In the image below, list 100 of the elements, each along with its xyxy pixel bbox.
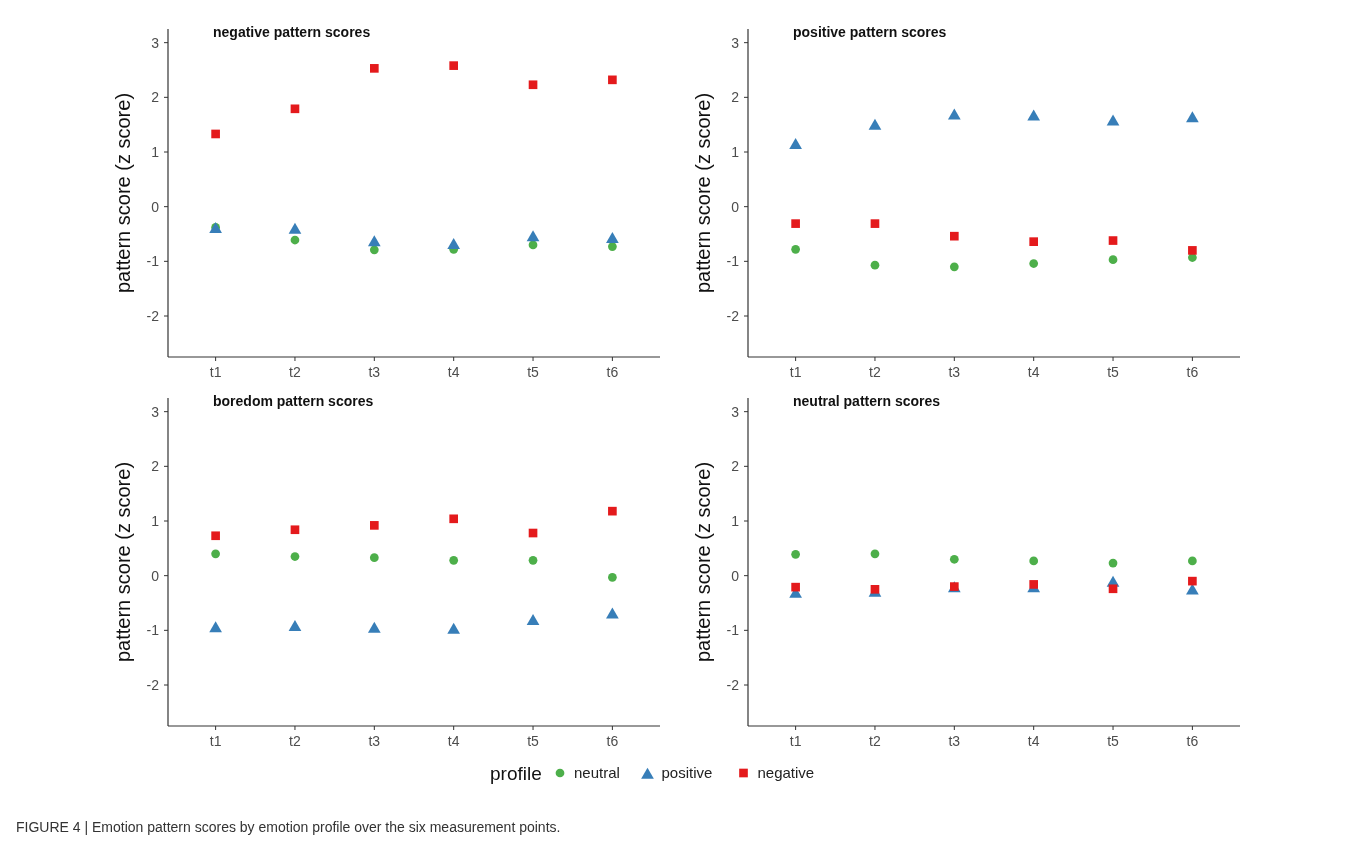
y-tick-label: 0 <box>731 567 740 584</box>
y-tick-label: 2 <box>731 458 740 475</box>
x-tick-label: t6 <box>606 733 619 749</box>
point <box>526 614 540 626</box>
y-tick-label: 2 <box>731 89 740 106</box>
x-tick-label: t4 <box>1027 733 1040 749</box>
point <box>791 244 800 254</box>
x-tick-label: t3 <box>948 364 961 380</box>
y-tick-label: 0 <box>151 198 160 215</box>
y-axis-title: pattern score (z score) <box>112 92 134 294</box>
point <box>1108 584 1118 594</box>
chart-title: negative pattern scores <box>213 24 371 40</box>
y-tick-label: 3 <box>151 403 160 420</box>
point <box>791 219 800 228</box>
y-tick-label: -2 <box>146 307 160 324</box>
x-tick-label: t2 <box>869 364 882 380</box>
point <box>367 235 381 247</box>
point <box>1029 556 1039 566</box>
y-tick-label: -1 <box>146 253 160 270</box>
point <box>606 231 619 243</box>
y-tick-label: 3 <box>151 34 160 51</box>
point <box>369 245 379 255</box>
legend-title: profile <box>490 762 542 784</box>
point <box>870 219 880 228</box>
point <box>209 621 222 633</box>
y-tick-label: 0 <box>731 198 740 215</box>
x-tick-label: t3 <box>948 733 961 749</box>
chart-title: positive pattern scores <box>793 24 947 40</box>
point <box>870 260 880 270</box>
point <box>449 514 459 524</box>
point <box>211 549 220 559</box>
y-tick-label: -1 <box>146 622 160 639</box>
point <box>211 531 220 541</box>
point <box>447 622 461 634</box>
y-axis-title: pattern score (z score) <box>692 92 714 294</box>
y-axis-title: pattern score (z score) <box>112 461 134 663</box>
point <box>791 582 800 592</box>
chart-title: neutral pattern scores <box>793 393 941 409</box>
x-tick-label: t4 <box>447 733 460 749</box>
y-tick-label: 3 <box>731 403 740 420</box>
x-tick-label: t2 <box>869 733 882 749</box>
x-tick-label: t1 <box>209 364 222 380</box>
y-tick-label: 0 <box>151 567 160 584</box>
y-tick-label: -2 <box>146 676 160 693</box>
y-tick-label: 3 <box>731 34 740 51</box>
y-tick-label: -2 <box>726 307 740 324</box>
point <box>288 222 302 234</box>
x-tick-label: t1 <box>789 733 802 749</box>
point <box>449 61 459 70</box>
point <box>608 242 617 251</box>
x-tick-label: t4 <box>447 364 460 380</box>
point <box>1106 114 1120 126</box>
legend-label: positive <box>661 764 713 782</box>
point <box>211 129 220 139</box>
point <box>1188 556 1197 566</box>
point <box>949 554 959 564</box>
point <box>1188 246 1197 255</box>
point <box>1186 111 1199 123</box>
point <box>791 549 800 559</box>
y-tick-label: 1 <box>151 512 160 529</box>
point <box>1108 558 1118 568</box>
y-tick-label: -1 <box>726 622 740 639</box>
x-tick-label: t6 <box>1186 364 1199 380</box>
point <box>369 553 379 562</box>
point <box>528 80 538 90</box>
x-tick-label: t3 <box>368 733 381 749</box>
point <box>608 75 617 85</box>
point <box>528 240 538 250</box>
point <box>868 118 882 130</box>
x-tick-label: t6 <box>606 364 619 380</box>
x-tick-label: t5 <box>527 733 540 749</box>
point <box>369 521 379 530</box>
point <box>447 237 461 249</box>
y-tick-label: 1 <box>151 143 160 160</box>
y-tick-label: 2 <box>151 89 160 106</box>
point <box>290 235 300 245</box>
point <box>290 104 300 114</box>
point <box>1029 259 1039 268</box>
x-tick-label: t3 <box>368 364 381 380</box>
x-tick-label: t5 <box>1107 364 1120 380</box>
point <box>949 231 959 241</box>
point <box>947 108 961 120</box>
point <box>789 137 802 149</box>
y-tick-label: 1 <box>731 143 740 160</box>
point <box>449 556 459 565</box>
x-tick-label: t4 <box>1027 364 1040 380</box>
y-tick-label: 1 <box>731 512 740 529</box>
point <box>1108 255 1118 265</box>
point <box>1027 109 1041 121</box>
y-tick-label: 2 <box>151 458 160 475</box>
x-tick-label: t1 <box>209 733 222 749</box>
point <box>1029 237 1039 246</box>
legend-label: neutral <box>574 764 620 782</box>
point <box>608 506 617 516</box>
y-tick-label: -2 <box>726 676 740 693</box>
point <box>1108 236 1118 245</box>
x-tick-label: t2 <box>289 364 302 380</box>
point <box>1188 576 1197 586</box>
point <box>369 64 379 73</box>
point <box>290 552 300 561</box>
